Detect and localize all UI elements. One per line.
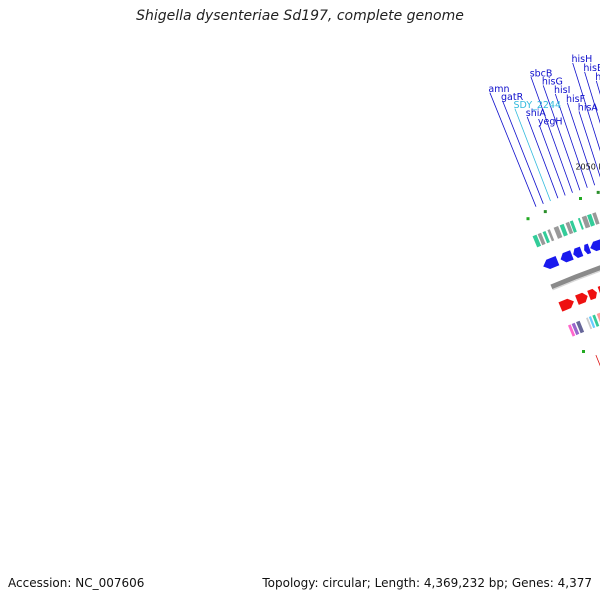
cog-inner-block-153 xyxy=(596,312,600,323)
forward-gene-arrow-56 xyxy=(584,243,592,255)
leader-line xyxy=(530,76,573,193)
leader-line xyxy=(566,102,596,186)
leader-line xyxy=(502,100,544,204)
cog-outer-block-157 xyxy=(547,229,555,242)
cog-outer-block-150 xyxy=(577,217,584,230)
scale-ticks: 1700 kbp1750 kbp1800 kbp1850 kbp1900 kbp… xyxy=(575,163,600,172)
reverse-gene-arrow-58 xyxy=(575,292,588,305)
leader-line xyxy=(514,108,551,202)
gene-label: hisC xyxy=(595,72,600,83)
leader-line xyxy=(554,93,588,188)
feature-dot-0-41 xyxy=(543,210,547,214)
reverse-gene-arrow-59 xyxy=(558,298,574,312)
cog-inner-block-155 xyxy=(588,316,596,329)
gene-label: sbcB xyxy=(530,68,553,79)
gene-label: hisI xyxy=(554,85,570,96)
leader-line xyxy=(584,71,600,124)
leader-line xyxy=(595,354,600,367)
genome-summary-text: Topology: circular; Length: 4,369,232 bp… xyxy=(262,576,592,590)
cog-outer-block-160 xyxy=(532,234,542,248)
accession-text: Accession: NC_007606 xyxy=(8,576,145,590)
gene-label: hisG xyxy=(542,77,563,88)
cog-inner-block-156 xyxy=(586,317,593,330)
cog-outer-block-152 xyxy=(569,220,577,233)
forward-gene-labels: anmKSDY_1847SDY_1874SDY_1894SDY_1904SDY_… xyxy=(488,54,600,127)
gene-label: shiA xyxy=(526,108,547,119)
reverse-gene-arrow-56 xyxy=(597,286,600,294)
cog-outer-block-153 xyxy=(565,221,574,235)
cog-outer-block-149 xyxy=(581,215,591,229)
genome-title: Shigella dysenteriae Sd197, complete gen… xyxy=(136,8,464,24)
leader-line xyxy=(538,124,566,196)
gene-label: hisA xyxy=(578,103,599,114)
gene-label: SDY_2244 xyxy=(514,100,562,111)
cog-outer-block-159 xyxy=(537,232,546,246)
forward-gene-track xyxy=(543,239,600,270)
leader-line xyxy=(578,111,600,178)
forward-gene-arrow-59 xyxy=(543,255,560,270)
forward-gene-arrow-57 xyxy=(573,246,584,258)
gene-label: hisH xyxy=(572,54,593,65)
leader-line xyxy=(489,92,537,207)
gene-label: yegH xyxy=(538,116,563,127)
feature-dot-0-42 xyxy=(526,217,530,221)
cog-inner-block-154 xyxy=(592,314,600,327)
gene-label: amn xyxy=(488,84,509,95)
leader-line xyxy=(542,85,581,191)
feature-dot-0-39 xyxy=(579,197,582,200)
gene-label: gatR xyxy=(501,92,524,103)
cog-outer-block-154 xyxy=(559,223,568,237)
leader-line xyxy=(572,62,600,152)
forward-gene-arrow-58 xyxy=(560,250,574,263)
scale-tick-label: 2050 kbp xyxy=(575,163,600,172)
feature-dot-tracks xyxy=(526,190,600,353)
leader-line xyxy=(526,116,559,199)
cog-inner-block-159 xyxy=(571,322,580,336)
gene-label: hisF xyxy=(566,94,585,105)
gene-label: hisB xyxy=(583,63,600,74)
cog-outer-block-147 xyxy=(592,212,600,225)
feature-dot-1-42 xyxy=(582,350,585,353)
cog-track-outer xyxy=(532,212,600,248)
cog-inner-block-158 xyxy=(576,320,585,334)
cog-outer-block-148 xyxy=(587,213,595,227)
forward-gene-arrow-55 xyxy=(590,239,600,252)
cog-outer-block-155 xyxy=(553,225,563,239)
reverse-gene-arrow-57 xyxy=(587,288,597,301)
forward-label-lines xyxy=(489,62,600,207)
feature-dot-0-38 xyxy=(596,190,600,194)
cog-inner-block-160 xyxy=(567,324,576,337)
reverse-gene-track xyxy=(558,286,600,312)
cog-outer-block-158 xyxy=(542,230,550,244)
cog-track-inner xyxy=(567,312,600,337)
